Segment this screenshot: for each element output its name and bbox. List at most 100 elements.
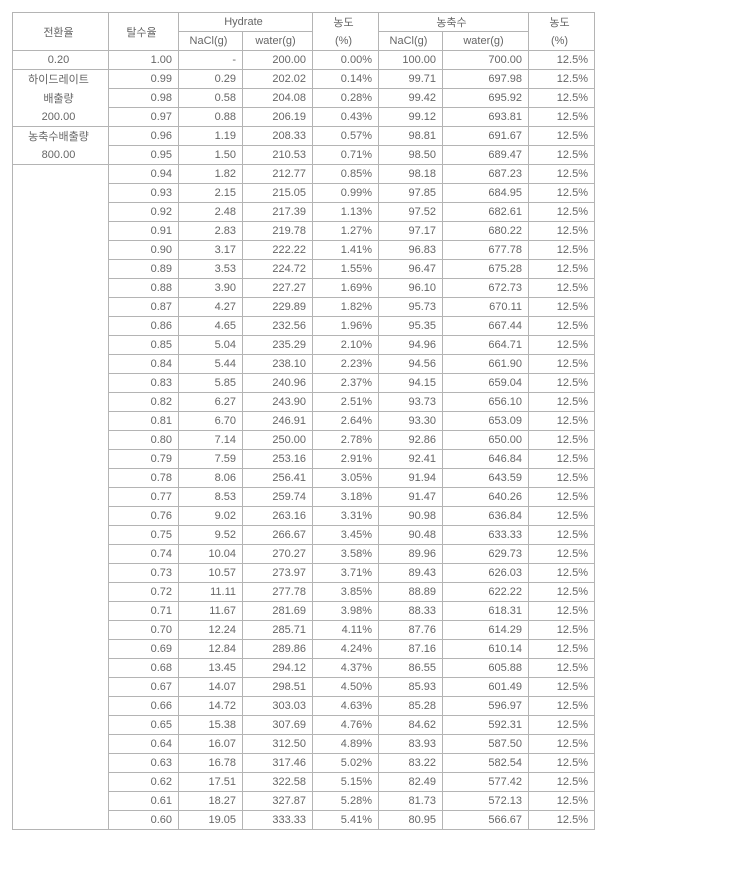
- col-header-concwater: 농축수: [379, 13, 529, 32]
- cell-r: 0.81: [109, 412, 179, 431]
- table-row: 농축수배출량0.961.19208.330.57%98.81691.6712.5…: [13, 127, 595, 146]
- cell-hp: 0.00%: [313, 51, 379, 70]
- table-row: 0.201.00-200.000.00%100.00700.0012.5%: [13, 51, 595, 70]
- cell-r: 0.77: [109, 488, 179, 507]
- cell-hw: 303.03: [243, 697, 313, 716]
- cell-hn: 9.52: [179, 526, 243, 545]
- cell-hw: 281.69: [243, 602, 313, 621]
- cell-cp: 12.5%: [529, 89, 595, 108]
- cell-hn: 4.27: [179, 298, 243, 317]
- cell-hw: 240.96: [243, 374, 313, 393]
- cell-cp: 12.5%: [529, 222, 595, 241]
- cell-cw: 587.50: [443, 735, 529, 754]
- cell-hn: 16.07: [179, 735, 243, 754]
- table-row: 800.000.951.50210.530.71%98.50689.4712.5…: [13, 146, 595, 165]
- cell-cw: 629.73: [443, 545, 529, 564]
- cell-hn: 1.82: [179, 165, 243, 184]
- cell-hn: 16.78: [179, 754, 243, 773]
- cell-hn: 6.27: [179, 393, 243, 412]
- cell-hn: 3.53: [179, 260, 243, 279]
- cell-r: 0.74: [109, 545, 179, 564]
- cell-hp: 1.41%: [313, 241, 379, 260]
- cell-cw: 672.73: [443, 279, 529, 298]
- table-header: 전환율 탈수율 Hydrate 농도 농축수 농도 NaCl(g) water(…: [13, 13, 595, 51]
- cell-hp: 3.18%: [313, 488, 379, 507]
- cell-cw: 682.61: [443, 203, 529, 222]
- cell-hp: 0.85%: [313, 165, 379, 184]
- cell-cn: 91.94: [379, 469, 443, 488]
- cell-cw: 664.71: [443, 336, 529, 355]
- cell-r: 0.72: [109, 583, 179, 602]
- cell-cw: 582.54: [443, 754, 529, 773]
- cell-hp: 4.89%: [313, 735, 379, 754]
- table-body: 0.201.00-200.000.00%100.00700.0012.5%하이드…: [13, 51, 595, 830]
- col-header-hydrate-water: water(g): [243, 32, 313, 51]
- cell-cp: 12.5%: [529, 355, 595, 374]
- cell-cp: 12.5%: [529, 70, 595, 89]
- cell-cn: 99.71: [379, 70, 443, 89]
- cell-cw: 643.59: [443, 469, 529, 488]
- cell-cw: 633.33: [443, 526, 529, 545]
- side-cell: 0.20: [13, 51, 109, 70]
- cell-cw: 577.42: [443, 773, 529, 792]
- cell-hp: 2.78%: [313, 431, 379, 450]
- cell-r: 0.93: [109, 184, 179, 203]
- cell-hw: 206.19: [243, 108, 313, 127]
- col-header-conc2-top: 농도: [529, 13, 595, 32]
- cell-cn: 97.85: [379, 184, 443, 203]
- cell-hp: 4.24%: [313, 640, 379, 659]
- cell-hp: 1.27%: [313, 222, 379, 241]
- cell-cw: 592.31: [443, 716, 529, 735]
- cell-cn: 85.28: [379, 697, 443, 716]
- cell-hw: 202.02: [243, 70, 313, 89]
- cell-hp: 2.37%: [313, 374, 379, 393]
- cell-cw: 653.09: [443, 412, 529, 431]
- cell-hw: 317.46: [243, 754, 313, 773]
- cell-hw: 200.00: [243, 51, 313, 70]
- cell-hp: 3.85%: [313, 583, 379, 602]
- cell-hn: 11.67: [179, 602, 243, 621]
- cell-r: 0.65: [109, 716, 179, 735]
- cell-cn: 86.55: [379, 659, 443, 678]
- cell-hp: 3.31%: [313, 507, 379, 526]
- cell-cn: 80.95: [379, 811, 443, 830]
- cell-r: 0.60: [109, 811, 179, 830]
- cell-cw: 691.67: [443, 127, 529, 146]
- cell-cw: 697.98: [443, 70, 529, 89]
- cell-hw: 250.00: [243, 431, 313, 450]
- cell-hp: 1.82%: [313, 298, 379, 317]
- cell-hp: 2.10%: [313, 336, 379, 355]
- cell-cw: 622.22: [443, 583, 529, 602]
- cell-r: 0.79: [109, 450, 179, 469]
- cell-cw: 700.00: [443, 51, 529, 70]
- col-header-conc-water: water(g): [443, 32, 529, 51]
- cell-hw: 210.53: [243, 146, 313, 165]
- cell-r: 0.78: [109, 469, 179, 488]
- cell-hw: 243.90: [243, 393, 313, 412]
- cell-r: 0.92: [109, 203, 179, 222]
- cell-cw: 610.14: [443, 640, 529, 659]
- cell-cw: 566.67: [443, 811, 529, 830]
- cell-hw: 208.33: [243, 127, 313, 146]
- cell-r: 1.00: [109, 51, 179, 70]
- cell-hn: 1.19: [179, 127, 243, 146]
- cell-cn: 94.56: [379, 355, 443, 374]
- cell-hn: 3.17: [179, 241, 243, 260]
- cell-r: 0.69: [109, 640, 179, 659]
- cell-cn: 90.98: [379, 507, 443, 526]
- cell-cw: 659.04: [443, 374, 529, 393]
- col-header-conc2-bottom: (%): [529, 32, 595, 51]
- cell-hw: 246.91: [243, 412, 313, 431]
- cell-hw: 312.50: [243, 735, 313, 754]
- cell-cn: 100.00: [379, 51, 443, 70]
- cell-cp: 12.5%: [529, 431, 595, 450]
- cell-hn: 5.85: [179, 374, 243, 393]
- cell-hw: 277.78: [243, 583, 313, 602]
- cell-hn: 0.88: [179, 108, 243, 127]
- cell-r: 0.71: [109, 602, 179, 621]
- cell-cp: 12.5%: [529, 564, 595, 583]
- cell-cp: 12.5%: [529, 127, 595, 146]
- cell-cn: 90.48: [379, 526, 443, 545]
- cell-hn: 6.70: [179, 412, 243, 431]
- cell-cn: 83.93: [379, 735, 443, 754]
